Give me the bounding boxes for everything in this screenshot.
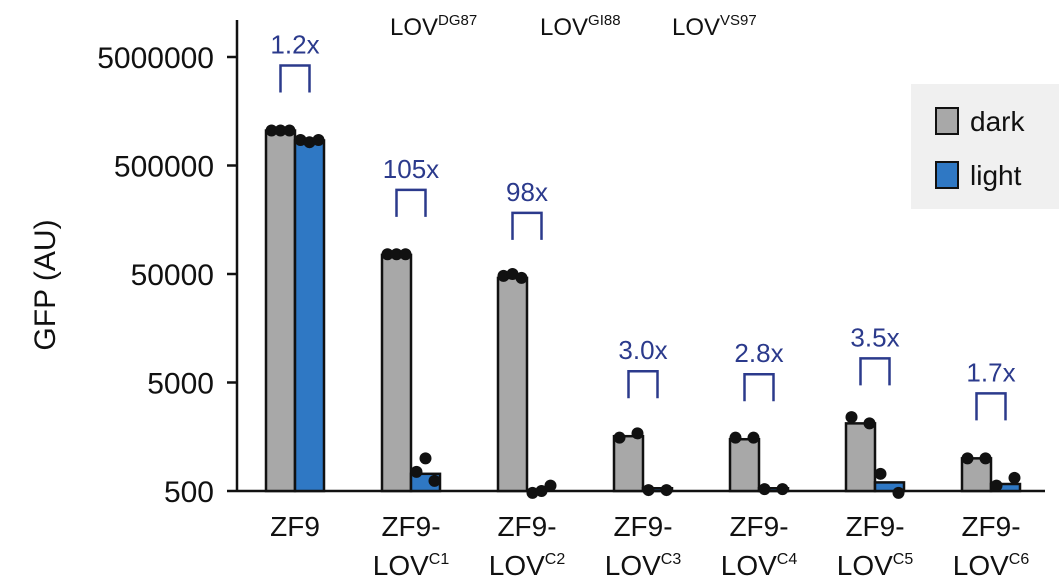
fold-change-label: 3.5x [850,322,899,352]
category-sublabel: LOVC4 [721,550,798,581]
category-label: ZF9- [613,511,672,542]
point-dark [381,248,394,261]
point-light [642,484,655,497]
point-dark [283,124,296,137]
bar-light [873,481,906,493]
point-light [419,452,432,465]
point-light [758,483,771,496]
category-label: ZF9- [961,511,1020,542]
category-label: ZF9- [845,511,904,542]
point-dark [265,124,278,137]
point-light [303,136,316,149]
category-sublabel: LOVC6 [953,550,1030,581]
bar-dark [496,276,529,493]
point-dark [845,411,858,424]
bar-light [293,139,326,493]
bar-dark [264,129,297,493]
category-sublabel: LOVC3 [605,550,682,581]
y-axis-label: GFP (AU) [29,219,62,350]
fold-change-label: 3.0x [618,335,667,365]
top-label: LOVDG87 [390,12,477,41]
fold-change-label: 2.8x [734,338,783,368]
point-dark [961,452,974,465]
bar-dark [728,437,761,493]
fold-bracket [279,64,311,93]
fold-change-label: 105x [383,154,439,184]
point-light [544,479,557,492]
point-dark [506,268,519,280]
fold-change-label: 98x [506,177,548,207]
legend-label-light: light [970,160,1022,191]
point-dark [613,431,626,444]
legend: dark light [911,84,1059,209]
top-labels: LOVDG87 LOVGI88 LOVVS97 [390,12,757,41]
point-dark [497,269,510,282]
point-light [892,486,905,499]
point-dark [729,431,742,444]
point-light [660,484,673,497]
legend-label-dark: dark [970,106,1025,137]
y-tick-label: 5000 [147,368,214,401]
category-label: ZF9- [497,511,556,542]
point-dark [399,248,412,261]
legend-swatch-dark [935,107,959,135]
fold-bracket [743,372,775,402]
fold-bracket [395,188,427,217]
point-dark [747,431,760,444]
point-dark [631,427,644,440]
y-tick-label: 500000 [114,151,214,184]
point-dark [979,452,992,465]
point-light [990,479,1003,492]
point-light [535,485,548,497]
top-label: LOVVS97 [672,12,757,41]
point-dark [863,417,876,430]
data-points [265,124,1021,499]
point-light [526,486,539,499]
point-dark [515,271,528,284]
fold-bracket [511,211,543,240]
category-label: ZF9- [381,511,440,542]
category-label: ZF9 [270,511,320,542]
fold-bracket [975,392,1007,421]
category-label: ZF9- [729,511,788,542]
category-sublabel: LOVC1 [373,550,450,581]
bar-dark [380,253,413,493]
fold-change-annotations: 1.2x 105x 98x 3.0x 2.8x 3.5x 1.7x [270,30,1016,421]
point-light [1008,471,1021,484]
point-light [776,483,789,496]
point-dark [390,248,403,261]
point-light [428,474,441,487]
fold-bracket [859,357,891,386]
point-light [294,133,307,146]
y-axis: 500 5000 50000 500000 5000000 [97,20,1045,509]
bar-dark [844,422,877,493]
bar-dark [612,434,645,493]
fold-change-label: 1.7x [966,357,1015,387]
y-tick-label: 50000 [131,259,214,292]
legend-swatch-light [935,161,959,189]
point-light [410,465,423,478]
x-axis-labels: ZF9 ZF9- LOVC1 ZF9- LOVC2 ZF9- LOVC3 ZF9- LOVC4 Z… [270,511,1029,581]
point-light [312,133,325,146]
category-sublabel: LOVC2 [489,550,566,581]
category-sublabel: LOVC5 [837,550,914,581]
y-tick-label: 500 [164,476,214,509]
point-light [874,467,887,480]
fold-bracket [627,369,659,399]
fold-change-label: 1.2x [270,30,319,60]
top-label: LOVGI88 [540,12,621,41]
y-tick-label: 5000000 [97,42,214,75]
point-dark [274,124,287,137]
bars [264,129,1022,493]
